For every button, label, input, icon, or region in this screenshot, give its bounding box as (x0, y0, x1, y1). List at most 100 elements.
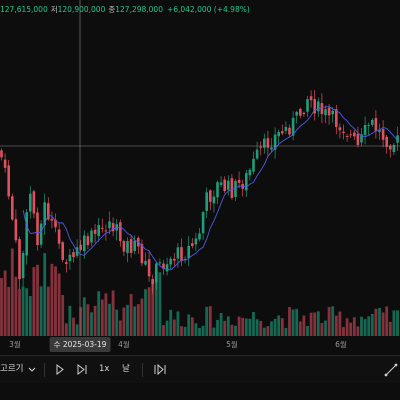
volume-bar (378, 308, 381, 336)
candle-body (79, 244, 82, 250)
volume-bar (259, 320, 263, 336)
volume-bar (82, 297, 86, 336)
speed-button[interactable]: 1x (99, 364, 110, 374)
volume-bar (392, 310, 396, 336)
volume-bar (338, 311, 342, 336)
volume-bar (248, 318, 252, 336)
candle-body (54, 219, 57, 228)
volume-bar (306, 325, 309, 336)
volume-bar (280, 318, 284, 336)
moving-average-line (22, 105, 398, 271)
candle-body (111, 223, 115, 232)
candle-body (97, 224, 100, 237)
candlestick-chart[interactable] (0, 0, 400, 340)
volume-bar (133, 306, 137, 336)
volume-bar (205, 306, 209, 336)
candle-body (389, 145, 392, 150)
play-icon[interactable] (55, 356, 65, 383)
candle-body (158, 262, 162, 264)
interval-select-label[interactable]: 고르기 (0, 364, 24, 374)
candle-body (133, 240, 136, 251)
volume-bar (288, 307, 291, 336)
candle-body (338, 127, 342, 131)
volume-bar (212, 327, 216, 336)
candle-body (295, 111, 298, 116)
candle-body (43, 202, 46, 226)
candle-body (7, 165, 10, 197)
candle-body (86, 236, 90, 246)
candle-body (306, 99, 309, 112)
volume-bar (198, 327, 201, 336)
volume-bar (295, 308, 299, 336)
volume-bar (68, 305, 72, 336)
step-forward-icon[interactable] (76, 356, 88, 383)
volume-bar (158, 272, 162, 336)
volume-bar (367, 316, 371, 336)
volume-bar (0, 277, 3, 336)
candle-body (248, 169, 252, 176)
volume-bar (104, 293, 108, 336)
volume-bar (226, 316, 230, 336)
candle-body (50, 218, 54, 221)
volume-bar (262, 327, 266, 336)
candle-body (205, 192, 208, 211)
volume-bar (75, 324, 79, 336)
volume-bar (194, 323, 198, 336)
candle-body (281, 131, 284, 134)
candle-body (165, 264, 169, 272)
chevron-down-icon[interactable] (28, 356, 38, 383)
candle-body (83, 235, 86, 252)
candle-body (342, 131, 345, 134)
candle-body (230, 178, 234, 198)
candle-body (367, 124, 370, 126)
volume-bar (126, 304, 129, 336)
candle-body (90, 230, 93, 243)
volume-bar (241, 317, 245, 336)
volume-bar (320, 322, 324, 336)
candle-body (198, 233, 201, 240)
volume-bar (266, 326, 270, 336)
volume-bar (169, 309, 173, 336)
volume-bar (176, 311, 180, 336)
volume-bar (381, 312, 385, 336)
candle-body (259, 146, 262, 148)
volume-bar (39, 286, 43, 336)
unit-button[interactable]: 날 (122, 364, 130, 374)
candle-body (313, 99, 316, 114)
volume-bar (180, 326, 183, 336)
candle-body (212, 196, 216, 204)
volume-bar (270, 321, 273, 336)
volume-bar (234, 325, 237, 336)
candle-body (353, 132, 356, 137)
volume-bar (25, 288, 29, 336)
volume-bar (331, 306, 335, 336)
volume-bar (151, 280, 155, 336)
candle-body (396, 135, 399, 143)
candle-body (140, 244, 144, 264)
volume-bar (90, 312, 93, 336)
volume-bar (61, 295, 65, 336)
volume-bar (3, 270, 7, 336)
candle-body (36, 212, 39, 246)
candle-body (173, 258, 176, 261)
line-draw-icon[interactable] (383, 356, 399, 383)
candle-body (176, 247, 180, 259)
ohlc-close-key: 종 (108, 5, 116, 14)
volume-bar (183, 326, 187, 336)
volume-bars (0, 248, 399, 336)
volume-bar (79, 307, 83, 336)
volume-bar (201, 325, 205, 336)
volume-bar (302, 315, 306, 336)
volume-bar (147, 287, 151, 336)
candle-body (191, 243, 194, 246)
volume-bar (345, 318, 349, 336)
volume-bar (72, 317, 75, 336)
candle-body (255, 149, 259, 159)
candle-body (324, 109, 327, 116)
volume-bar (97, 291, 101, 336)
candle-body (162, 263, 165, 269)
candle-body (356, 133, 360, 145)
candle-body (252, 158, 255, 172)
skip-to-end-icon[interactable] (153, 356, 167, 383)
candle-body (331, 110, 334, 115)
